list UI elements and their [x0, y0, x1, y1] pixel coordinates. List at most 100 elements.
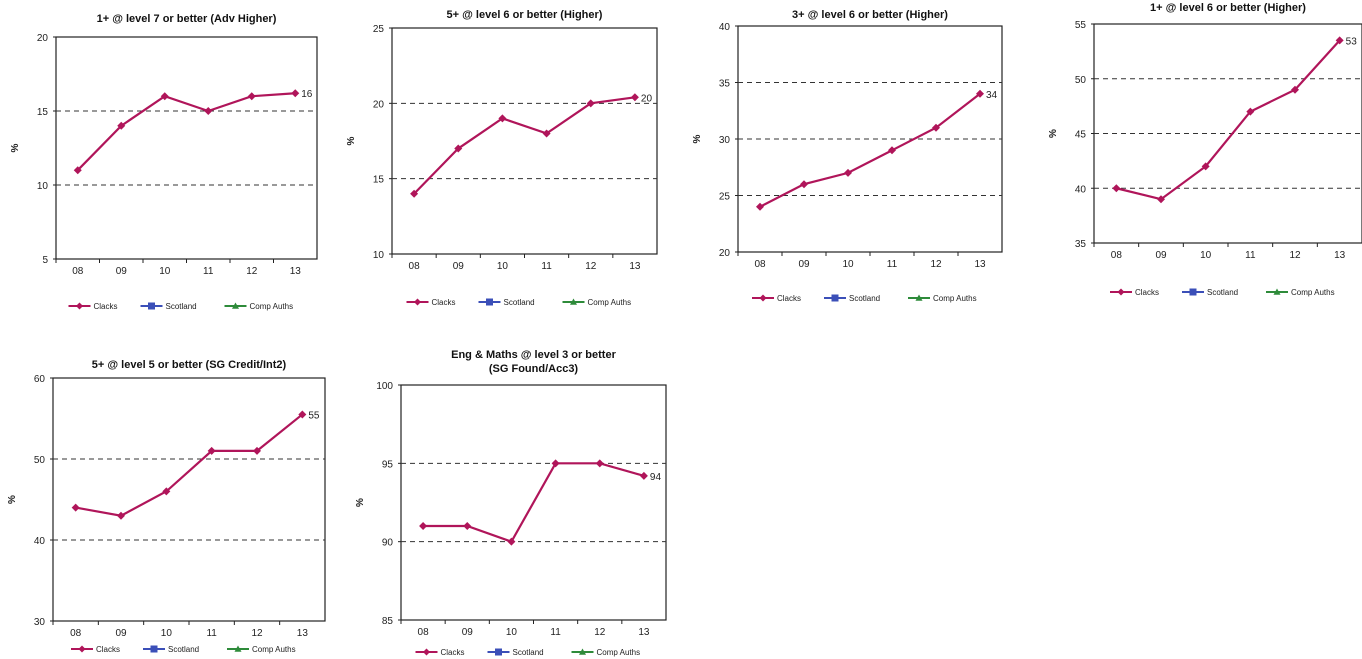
chart-title-line: 1+ @ level 7 or better (Adv Higher) — [97, 13, 277, 25]
data-point-clacks — [595, 459, 604, 468]
x-tick-label: 13 — [297, 628, 309, 639]
x-tick-label: 11 — [541, 261, 552, 272]
legend-label-comp-auths: Comp Auths — [588, 298, 632, 307]
data-point-clacks — [1246, 107, 1255, 116]
legend-label-clacks: Clacks — [96, 645, 120, 654]
x-tick-label: 08 — [418, 627, 430, 638]
legend-label-comp-auths: Comp Auths — [597, 648, 641, 657]
legend-marker-comp-auths — [1273, 288, 1281, 295]
x-tick-label: 11 — [887, 259, 898, 270]
legend-marker-clacks — [414, 298, 421, 306]
y-axis-label: % — [1048, 129, 1059, 138]
series-line-clacks — [759, 92, 981, 208]
data-point-clacks — [291, 89, 300, 98]
chart-title-line: 1+ @ level 6 or better (Higher) — [1150, 2, 1306, 14]
data-point-clacks — [639, 471, 648, 480]
chart-title: 5+ @ level 6 or better (Higher) — [447, 9, 603, 21]
data-point-clacks — [888, 146, 896, 155]
legend-marker-comp-auths — [579, 648, 586, 655]
data-point-clacks — [932, 123, 940, 132]
y-tick-label: 95 — [382, 459, 394, 470]
x-tick-label: 09 — [798, 259, 810, 270]
chart-title-line: 5+ @ level 6 or better (Higher) — [447, 9, 603, 21]
y-tick-label: 25 — [373, 24, 385, 35]
data-point-clacks — [253, 446, 261, 455]
legend-marker-clacks — [423, 648, 430, 656]
x-tick-label: 13 — [1334, 250, 1346, 261]
chart-title: Eng & Maths @ level 3 or better (SG Found… — [451, 349, 616, 375]
line-chart-1: 1+ @ level 7 or better (Adv Higher) 5 10 15… — [10, 13, 318, 311]
line-chart-2: 5+ @ level 6 or better (Higher) 10 15 20 25%… — [346, 9, 658, 307]
y-tick-label: 45 — [1075, 130, 1087, 141]
legend-label-comp-auths: Comp Auths — [252, 645, 296, 654]
data-label: 53 — [1346, 36, 1358, 47]
legend-marker-comp-auths — [915, 294, 923, 301]
line-chart-4: 1+ @ level 6 or better (Higher) 35 40 45 50 5… — [1048, 2, 1362, 297]
legend: Clacks Scotland Comp Auths — [71, 645, 296, 654]
legend-marker-clacks — [1117, 288, 1125, 296]
y-tick-label: 50 — [34, 455, 46, 466]
data-point-clacks — [844, 168, 852, 177]
data-point-clacks — [551, 459, 560, 468]
x-tick-label: 11 — [206, 628, 217, 639]
y-tick-label: 10 — [373, 250, 385, 261]
data-point-clacks — [117, 511, 125, 520]
y-axis-label: % — [692, 134, 703, 143]
x-tick-label: 12 — [251, 628, 263, 639]
x-tick-label: 10 — [161, 628, 173, 639]
x-tick-label: 13 — [638, 627, 650, 638]
legend-marker-scotland — [486, 298, 493, 306]
plot-area — [52, 377, 326, 622]
y-tick-label: 5 — [42, 255, 48, 266]
x-tick-label: 11 — [550, 627, 561, 638]
data-point-clacks — [586, 99, 595, 108]
y-axis-label: % — [355, 498, 366, 507]
y-tick-label: 35 — [1075, 239, 1087, 250]
y-tick-label: 100 — [376, 381, 393, 392]
legend: Clacks Scotland Comp Auths — [68, 302, 293, 311]
data-point-clacks — [204, 107, 213, 115]
data-label: 34 — [986, 90, 998, 101]
data-point-clacks — [542, 129, 551, 138]
x-tick-label: 13 — [974, 259, 986, 270]
y-tick-label: 25 — [719, 192, 731, 203]
data-point-clacks — [117, 121, 126, 130]
legend-label-scotland: Scotland — [168, 645, 199, 654]
x-tick-label: 09 — [1155, 250, 1167, 261]
x-tick-label: 09 — [116, 266, 128, 277]
x-tick-label: 12 — [930, 259, 942, 270]
data-label: 94 — [650, 472, 662, 483]
legend-marker-scotland — [148, 302, 155, 310]
chart-title-line: Eng & Maths @ level 3 or better — [451, 349, 616, 361]
x-tick-label: 08 — [409, 261, 421, 272]
x-tick-label: 10 — [1200, 250, 1212, 261]
y-tick-label: 30 — [719, 135, 731, 146]
data-point-clacks — [410, 189, 419, 198]
data-point-clacks — [1112, 184, 1121, 193]
x-tick-label: 12 — [246, 266, 258, 277]
data-label: 16 — [301, 89, 313, 100]
data-point-clacks — [1201, 162, 1210, 171]
data-point-clacks — [1157, 195, 1165, 204]
line-chart-5: 5+ @ level 5 or better (SG Credit/Int2) 3… — [7, 359, 326, 654]
y-tick-label: 20 — [373, 99, 385, 110]
legend-label-clacks: Clacks — [94, 302, 118, 311]
y-tick-label: 15 — [37, 107, 49, 118]
legend-label-scotland: Scotland — [513, 648, 544, 657]
chart-title-line: 5+ @ level 5 or better (SG Credit/Int2) — [92, 359, 287, 371]
legend-marker-comp-auths — [234, 645, 242, 652]
legend-marker-comp-auths — [570, 298, 577, 305]
chart-title: 1+ @ level 7 or better (Adv Higher) — [97, 13, 277, 25]
data-point-clacks — [298, 410, 307, 419]
data-point-clacks — [207, 446, 216, 455]
x-tick-label: 08 — [70, 628, 82, 639]
x-tick-label: 08 — [72, 266, 84, 277]
legend-label-scotland: Scotland — [849, 294, 880, 303]
x-tick-label: 10 — [497, 261, 509, 272]
x-tick-label: 10 — [159, 266, 171, 277]
chart-title-line: 3+ @ level 6 or better (Higher) — [792, 9, 948, 21]
data-point-clacks — [419, 522, 428, 530]
legend: Clacks Scotland Comp Auths — [406, 298, 632, 307]
chart-title-line: (SG Found/Acc3) — [489, 363, 579, 375]
